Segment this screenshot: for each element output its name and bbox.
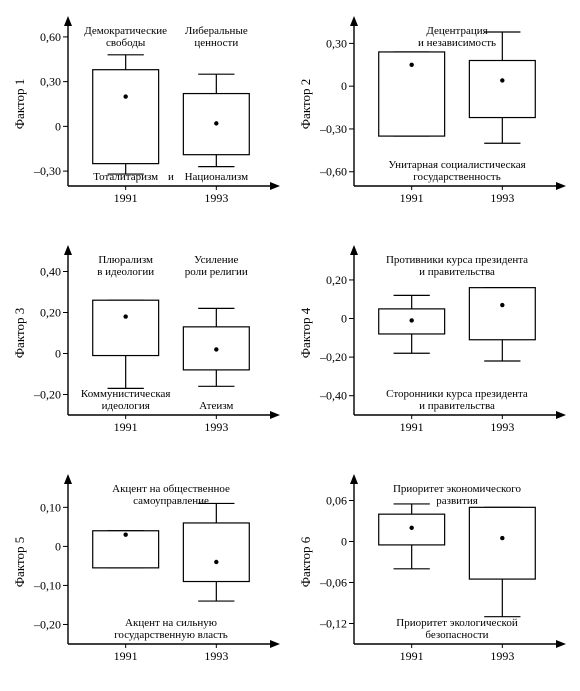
svg-text:–0,06: –0,06	[319, 576, 347, 590]
svg-text:и правительства: и правительства	[419, 266, 495, 278]
svg-text:1993: 1993	[204, 649, 228, 663]
svg-f5: –0,20 –0,10 0 0,10 Фактор 5 1991 1993 Акцент на…	[6, 466, 286, 686]
svg-text:0: 0	[341, 79, 347, 93]
svg-text:1991: 1991	[400, 191, 424, 205]
svg-text:идеология: идеология	[102, 400, 150, 412]
y-axis-label: Фактор 3	[12, 308, 27, 358]
svg-text:Усиление: Усиление	[194, 254, 238, 266]
svg-text:1991: 1991	[400, 649, 424, 663]
svg-text:–0,20: –0,20	[33, 388, 61, 402]
svg-text:Плюрализм: Плюрализм	[98, 254, 153, 266]
svg-text:Тоталитаризм: Тоталитаризм	[93, 171, 158, 183]
svg-text:Противники курса президента: Противники курса президента	[386, 254, 528, 266]
svg-f1: –0,30 0 0,30 0,60 Фактор 1 1991 1993 Демократич…	[6, 8, 286, 228]
svg-text:Акцент на сильную: Акцент на сильную	[125, 617, 217, 629]
svg-text:1991: 1991	[114, 649, 138, 663]
svg-text:–0,12: –0,12	[319, 617, 347, 631]
svg-text:0,06: 0,06	[326, 494, 347, 508]
svg-text:0: 0	[341, 535, 347, 549]
svg-text:Децентрация: Децентрация	[426, 25, 487, 37]
svg-text:Атеизм: Атеизм	[199, 400, 233, 412]
svg-text:1993: 1993	[490, 649, 514, 663]
svg-text:0: 0	[341, 312, 347, 326]
svg-text:Коммунистическая: Коммунистическая	[81, 388, 171, 400]
svg-text:государственную власть: государственную власть	[114, 629, 228, 641]
svg-text:свободы: свободы	[106, 37, 146, 49]
panel-f4: –0,40 –0,20 0 0,20 Фактор 4 1991 1993 Противник…	[292, 237, 574, 462]
svg-text:Приоритет экономического: Приоритет экономического	[393, 483, 522, 495]
svg-f3: –0,20 0 0,20 0,40 Фактор 3 1991 1993 Плюрализмв…	[6, 237, 286, 457]
svg-text:Унитарная социалистическая: Унитарная социалистическая	[388, 159, 525, 171]
svg-text:1993: 1993	[490, 191, 514, 205]
svg-text:Демократические: Демократические	[84, 25, 167, 37]
svg-text:развития: развития	[436, 495, 478, 507]
y-axis-label: Фактор 5	[12, 537, 27, 587]
svg-text:Национализм: Национализм	[185, 171, 249, 183]
svg-text:1993: 1993	[204, 191, 228, 205]
panel-f5: –0,20 –0,10 0 0,10 Фактор 5 1991 1993 Акцент на…	[6, 466, 288, 691]
svg-text:0,40: 0,40	[40, 265, 61, 279]
svg-text:–0,40: –0,40	[319, 389, 347, 403]
svg-text:и независимость: и независимость	[418, 37, 496, 49]
svg-f4: –0,40 –0,20 0 0,20 Фактор 4 1991 1993 Противник…	[292, 237, 572, 457]
svg-text:0,20: 0,20	[326, 273, 347, 287]
svg-text:1993: 1993	[204, 420, 228, 434]
svg-text:0,20: 0,20	[40, 306, 61, 320]
panel-f1: –0,30 0 0,30 0,60 Фактор 1 1991 1993 Демократич…	[6, 8, 288, 233]
svg-text:–0,10: –0,10	[33, 578, 61, 592]
svg-text:Акцент на общественное: Акцент на общественное	[112, 483, 230, 495]
svg-text:0: 0	[55, 119, 61, 133]
svg-text:Сторонники курса президента: Сторонники курса президента	[386, 388, 528, 400]
svg-text:–0,30: –0,30	[33, 164, 61, 178]
svg-text:роли религии: роли религии	[185, 266, 248, 278]
svg-text:–0,60: –0,60	[319, 165, 347, 179]
y-axis-label: Фактор 6	[298, 536, 313, 587]
svg-text:и правительства: и правительства	[419, 400, 495, 412]
svg-text:государственность: государственность	[413, 171, 501, 183]
svg-text:ценности: ценности	[194, 37, 238, 49]
svg-text:0,60: 0,60	[40, 30, 61, 44]
svg-text:в идеологии: в идеологии	[97, 266, 154, 278]
svg-text:Приоритет экологической: Приоритет экологической	[396, 617, 518, 629]
svg-text:0: 0	[55, 539, 61, 553]
svg-text:и: и	[168, 171, 174, 183]
y-axis-label: Фактор 4	[298, 307, 313, 358]
svg-text:Либеральные: Либеральные	[185, 25, 248, 37]
y-axis-label: Фактор 1	[12, 79, 27, 129]
svg-text:–0,20: –0,20	[33, 617, 61, 631]
panel-f6: –0,12 –0,06 0 0,06 Фактор 6 1991 1993 Приоритет…	[292, 466, 574, 691]
svg-text:0,30: 0,30	[40, 75, 61, 89]
svg-f2: –0,60 –0,30 0 0,30 Фактор 2 1991 1993 Децентрац…	[292, 8, 572, 228]
svg-text:–0,20: –0,20	[319, 350, 347, 364]
chart-grid: –0,30 0 0,30 0,60 Фактор 1 1991 1993 Демократич…	[0, 0, 580, 690]
svg-text:1991: 1991	[114, 420, 138, 434]
svg-text:1993: 1993	[490, 420, 514, 434]
y-axis-label: Фактор 2	[298, 79, 313, 129]
svg-text:0,10: 0,10	[40, 500, 61, 514]
svg-text:самоуправление: самоуправление	[133, 495, 209, 507]
svg-text:–0,30: –0,30	[319, 122, 347, 136]
svg-text:безопасности: безопасности	[425, 629, 488, 641]
svg-text:1991: 1991	[400, 420, 424, 434]
svg-text:0,30: 0,30	[326, 36, 347, 50]
panel-f3: –0,20 0 0,20 0,40 Фактор 3 1991 1993 Плюрализмв…	[6, 237, 288, 462]
svg-text:1991: 1991	[114, 191, 138, 205]
panel-f2: –0,60 –0,30 0 0,30 Фактор 2 1991 1993 Децентрац…	[292, 8, 574, 233]
svg-text:0: 0	[55, 347, 61, 361]
svg-f6: –0,12 –0,06 0 0,06 Фактор 6 1991 1993 Приоритет…	[292, 466, 572, 686]
